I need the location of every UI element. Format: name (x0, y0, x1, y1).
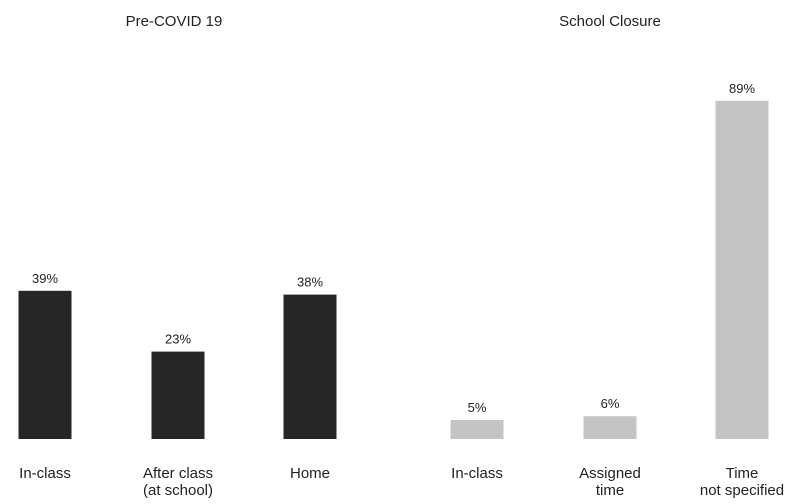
pre-covid-in-class-value-label: 39% (32, 271, 58, 286)
school-closure-in-class-bar (450, 420, 504, 439)
pre-covid-after-class-at-school-category-label: After class (143, 465, 213, 482)
school-closure-time-not-specified-value-label: 89% (729, 81, 755, 96)
school-closure-assigned-time-bar (583, 416, 637, 439)
pre-covid-home-value-label: 38% (297, 275, 323, 290)
school-closure-time-not-specified-bar (715, 100, 769, 440)
pre-covid-after-class-at-school-category-label: (at school) (143, 482, 213, 499)
school-closure-assigned-time-category-label: time (596, 482, 624, 499)
pre-covid-home-bar (283, 294, 337, 439)
school-closure-time-not-specified-category-label: not specified (700, 482, 784, 499)
school-closure-in-class-value-label: 5% (468, 400, 487, 415)
school-closure-in-class-category-label: In-class (451, 465, 503, 482)
pre-covid-after-class-at-school-bar (151, 351, 205, 439)
school-closure-assigned-time-category-label: Assigned (579, 465, 641, 482)
pre-covid-in-class-bar (18, 290, 72, 439)
pre-covid-after-class-at-school-value-label: 23% (165, 332, 191, 347)
chart-title-pre-covid: Pre-COVID 19 (126, 13, 223, 30)
pre-covid-home-category-label: Home (290, 465, 330, 482)
school-closure-time-not-specified-category-label: Time (726, 465, 759, 482)
pre-covid-in-class-category-label: In-class (19, 465, 71, 482)
school-closure-assigned-time-value-label: 6% (601, 396, 620, 411)
bars-group: 39% In-class 23% After class(at school) 38% H… (18, 81, 784, 499)
chart-title-school-closure: School Closure (559, 13, 661, 30)
